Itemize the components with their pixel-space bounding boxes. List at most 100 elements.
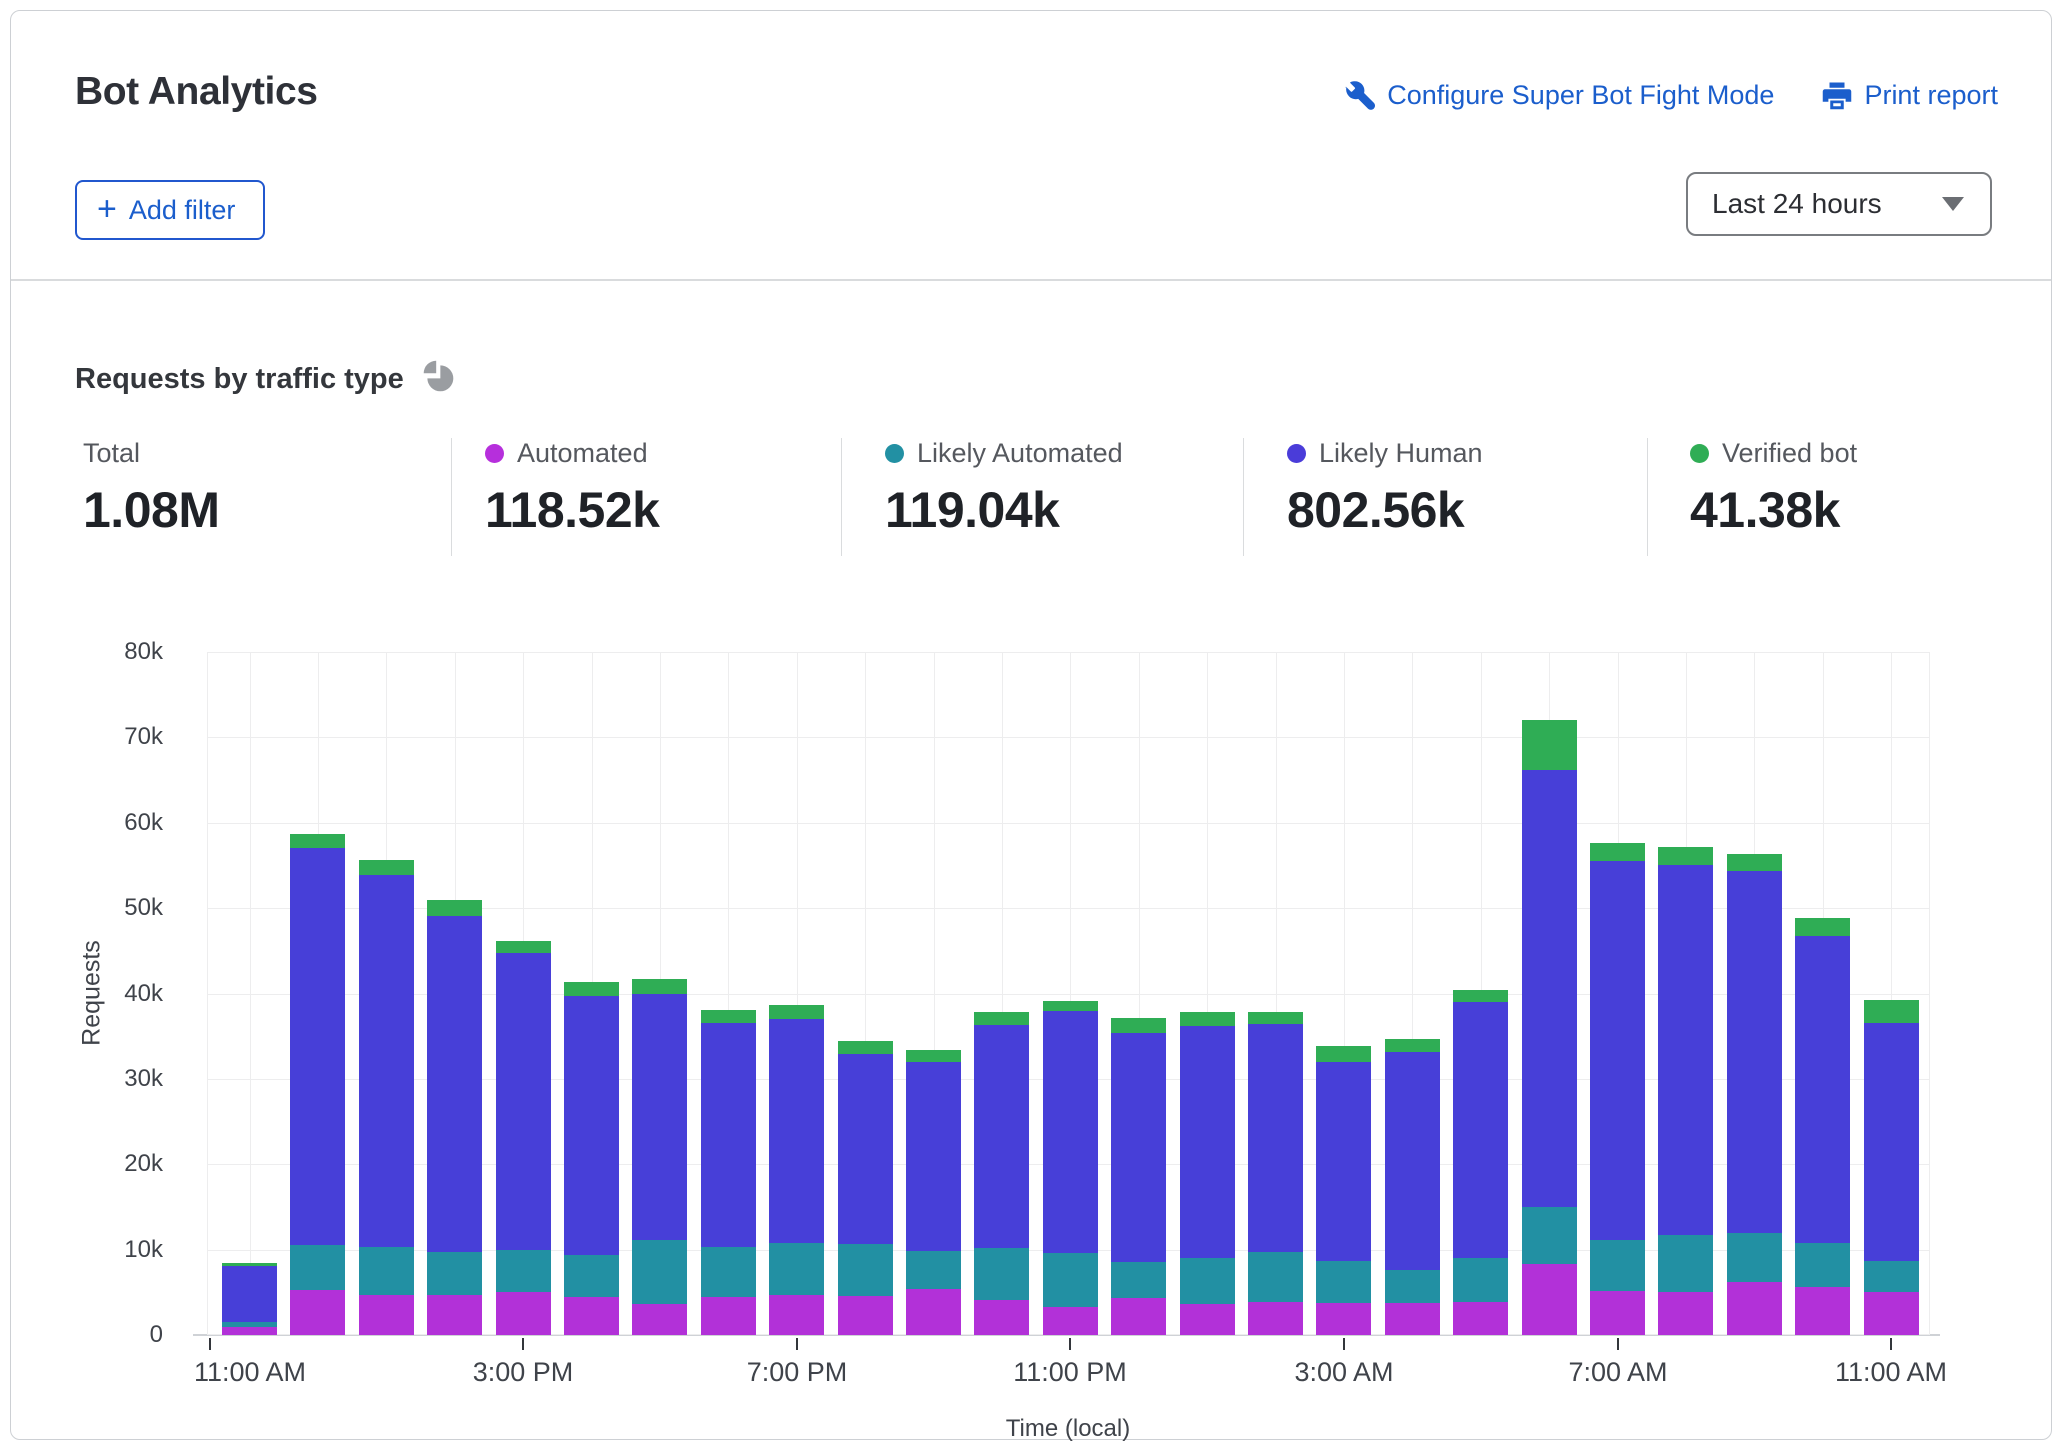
bar-9-automated[interactable] — [838, 1296, 893, 1335]
print-report-link[interactable]: Print report — [1822, 80, 1998, 111]
bar-10-likely-human[interactable] — [906, 1062, 961, 1252]
bar-5-automated[interactable] — [564, 1297, 619, 1335]
bar-10-verified-bot[interactable] — [906, 1050, 961, 1062]
bar-15-verified-bot[interactable] — [1248, 1012, 1303, 1024]
bar-9-likely-automated[interactable] — [838, 1244, 893, 1296]
bar-18-likely-automated[interactable] — [1453, 1258, 1508, 1302]
bar-20-likely-human[interactable] — [1590, 861, 1645, 1240]
bar-20-verified-bot[interactable] — [1590, 843, 1645, 861]
bar-12-likely-human[interactable] — [1043, 1011, 1098, 1253]
bar-21-likely-human[interactable] — [1658, 865, 1713, 1235]
bar-23-likely-human[interactable] — [1795, 936, 1850, 1243]
bar-24-verified-bot[interactable] — [1864, 1000, 1919, 1022]
bar-6-likely-human[interactable] — [632, 994, 687, 1241]
add-filter-button[interactable]: + Add filter — [75, 180, 265, 240]
bar-2-automated[interactable] — [359, 1295, 414, 1335]
bar-5-likely-human[interactable] — [564, 996, 619, 1255]
bar-3-verified-bot[interactable] — [427, 900, 482, 915]
bar-19-likely-human[interactable] — [1522, 770, 1577, 1207]
bar-23-automated[interactable] — [1795, 1287, 1850, 1335]
bar-23-likely-automated[interactable] — [1795, 1243, 1850, 1287]
bar-23-verified-bot[interactable] — [1795, 918, 1850, 936]
bar-8-verified-bot[interactable] — [769, 1005, 824, 1020]
bar-6-automated[interactable] — [632, 1304, 687, 1335]
bar-9-likely-human[interactable] — [838, 1054, 893, 1244]
bar-15-automated[interactable] — [1248, 1302, 1303, 1335]
bar-4-verified-bot[interactable] — [496, 941, 551, 953]
bar-17-automated[interactable] — [1385, 1303, 1440, 1335]
bar-24-likely-human[interactable] — [1864, 1023, 1919, 1261]
bar-18-likely-human[interactable] — [1453, 1002, 1508, 1258]
bar-7-verified-bot[interactable] — [701, 1010, 756, 1023]
bar-5-likely-automated[interactable] — [564, 1255, 619, 1298]
bar-7-likely-human[interactable] — [701, 1023, 756, 1248]
bar-4-likely-human[interactable] — [496, 953, 551, 1250]
bar-17-likely-automated[interactable] — [1385, 1270, 1440, 1303]
bar-6-likely-automated[interactable] — [632, 1240, 687, 1304]
bar-0-likely-human[interactable] — [222, 1266, 277, 1322]
bar-19-likely-automated[interactable] — [1522, 1207, 1577, 1264]
bar-1-likely-human[interactable] — [290, 848, 345, 1245]
bar-11-likely-automated[interactable] — [974, 1248, 1029, 1300]
bar-4-automated[interactable] — [496, 1292, 551, 1335]
bar-13-verified-bot[interactable] — [1111, 1018, 1166, 1033]
bar-15-likely-automated[interactable] — [1248, 1252, 1303, 1302]
bar-3-likely-human[interactable] — [427, 916, 482, 1252]
bar-2-likely-automated[interactable] — [359, 1247, 414, 1295]
bar-16-automated[interactable] — [1316, 1303, 1371, 1335]
bar-19-verified-bot[interactable] — [1522, 720, 1577, 770]
bar-20-likely-automated[interactable] — [1590, 1240, 1645, 1290]
bar-10-automated[interactable] — [906, 1289, 961, 1335]
bar-2-verified-bot[interactable] — [359, 860, 414, 875]
bar-6-verified-bot[interactable] — [632, 979, 687, 994]
bar-21-likely-automated[interactable] — [1658, 1235, 1713, 1292]
bar-8-likely-automated[interactable] — [769, 1243, 824, 1295]
bar-19-automated[interactable] — [1522, 1264, 1577, 1335]
bar-17-verified-bot[interactable] — [1385, 1039, 1440, 1052]
bar-1-likely-automated[interactable] — [290, 1245, 345, 1290]
time-range-dropdown[interactable]: Last 24 hours — [1686, 172, 1992, 236]
bar-5-verified-bot[interactable] — [564, 982, 619, 996]
bar-10-likely-automated[interactable] — [906, 1251, 961, 1289]
bar-0-automated[interactable] — [222, 1327, 277, 1335]
bar-14-likely-human[interactable] — [1180, 1026, 1235, 1258]
bar-2-likely-human[interactable] — [359, 875, 414, 1247]
bar-8-automated[interactable] — [769, 1295, 824, 1335]
bar-12-automated[interactable] — [1043, 1307, 1098, 1335]
bar-22-automated[interactable] — [1727, 1282, 1782, 1335]
bar-13-likely-human[interactable] — [1111, 1033, 1166, 1263]
bar-17-likely-human[interactable] — [1385, 1052, 1440, 1271]
bar-11-likely-human[interactable] — [974, 1025, 1029, 1248]
bar-18-automated[interactable] — [1453, 1302, 1508, 1335]
bar-16-verified-bot[interactable] — [1316, 1046, 1371, 1062]
bar-13-automated[interactable] — [1111, 1298, 1166, 1335]
bar-18-verified-bot[interactable] — [1453, 990, 1508, 1002]
bar-12-likely-automated[interactable] — [1043, 1253, 1098, 1307]
bar-16-likely-human[interactable] — [1316, 1062, 1371, 1261]
bar-12-verified-bot[interactable] — [1043, 1001, 1098, 1011]
bar-22-likely-automated[interactable] — [1727, 1233, 1782, 1282]
bar-24-likely-automated[interactable] — [1864, 1261, 1919, 1293]
bar-22-likely-human[interactable] — [1727, 871, 1782, 1233]
configure-super-bot-fight-mode-link[interactable]: Configure Super Bot Fight Mode — [1345, 80, 1774, 111]
bar-4-likely-automated[interactable] — [496, 1250, 551, 1293]
bar-14-automated[interactable] — [1180, 1304, 1235, 1335]
bar-0-verified-bot[interactable] — [222, 1263, 277, 1266]
bar-13-likely-automated[interactable] — [1111, 1262, 1166, 1298]
bar-0-likely-automated[interactable] — [222, 1322, 277, 1327]
bar-14-likely-automated[interactable] — [1180, 1258, 1235, 1304]
bar-9-verified-bot[interactable] — [838, 1041, 893, 1054]
bar-24-automated[interactable] — [1864, 1292, 1919, 1335]
bar-7-likely-automated[interactable] — [701, 1247, 756, 1297]
bar-11-automated[interactable] — [974, 1300, 1029, 1335]
bar-11-verified-bot[interactable] — [974, 1012, 1029, 1025]
bar-1-verified-bot[interactable] — [290, 834, 345, 848]
bar-16-likely-automated[interactable] — [1316, 1261, 1371, 1304]
bar-21-automated[interactable] — [1658, 1292, 1713, 1335]
bar-20-automated[interactable] — [1590, 1291, 1645, 1335]
bar-15-likely-human[interactable] — [1248, 1024, 1303, 1252]
bar-22-verified-bot[interactable] — [1727, 854, 1782, 872]
bar-1-automated[interactable] — [290, 1290, 345, 1335]
bar-3-likely-automated[interactable] — [427, 1252, 482, 1295]
bar-3-automated[interactable] — [427, 1295, 482, 1335]
